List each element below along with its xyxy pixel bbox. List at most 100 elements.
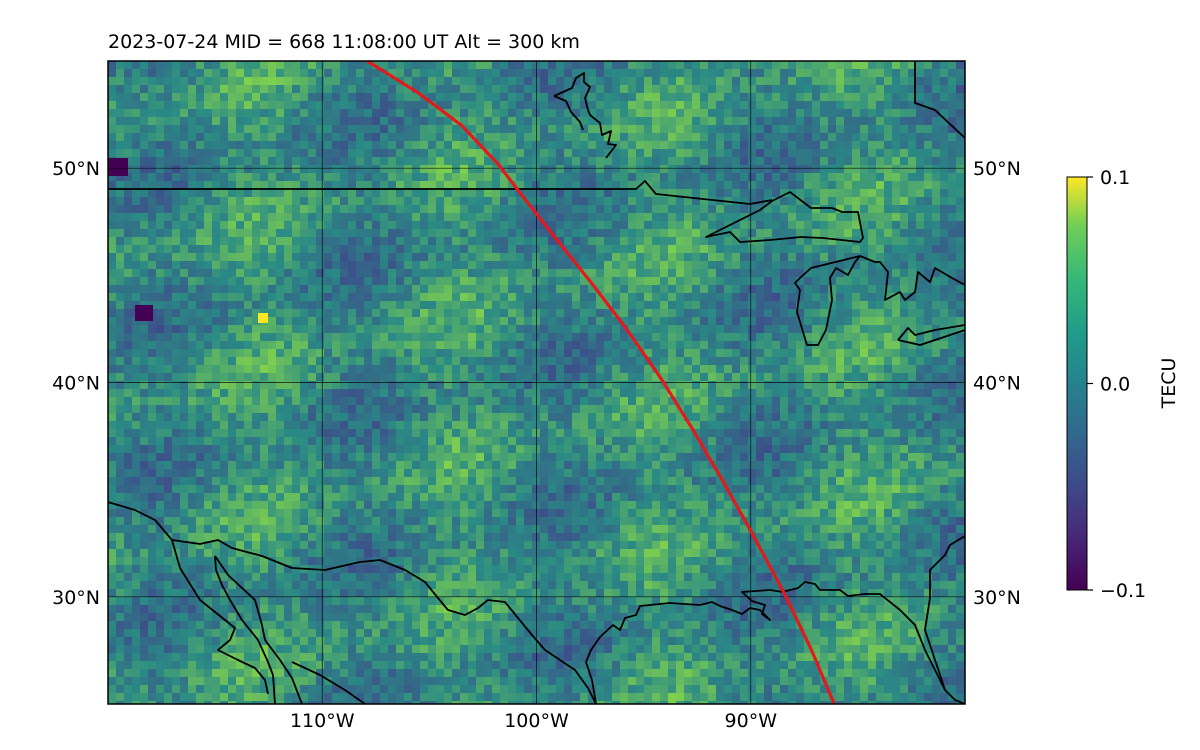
tec-cell [644, 189, 653, 198]
tec-cell [932, 69, 941, 78]
tec-cell [284, 69, 293, 78]
tec-cell [556, 85, 565, 94]
tec-cell [324, 221, 333, 230]
tec-cell [476, 349, 485, 358]
tec-cell [676, 141, 685, 150]
tec-cell [892, 253, 901, 262]
tec-cell [348, 125, 357, 134]
tec-cell [204, 333, 213, 342]
tec-cell [916, 173, 925, 182]
tec-cell [492, 381, 501, 390]
tec-cell [700, 309, 709, 318]
tec-cell [212, 181, 221, 190]
tec-cell [332, 341, 341, 350]
tec-cell [292, 405, 301, 414]
tec-cell [428, 133, 437, 142]
tec-cell [860, 197, 869, 206]
tec-cell [124, 197, 133, 206]
tec-cell [940, 213, 949, 222]
tec-cell [956, 333, 965, 342]
tec-cell [948, 85, 957, 94]
tec-cell [924, 197, 933, 206]
tec-cell [300, 349, 309, 358]
tec-cell [876, 261, 885, 270]
tec-cell [340, 125, 349, 134]
tec-cell [700, 317, 709, 326]
tec-cell [940, 165, 949, 174]
tec-cell [244, 181, 253, 190]
tec-cell [332, 365, 341, 374]
tec-cell [292, 245, 301, 254]
tec-cell [812, 165, 821, 174]
tec-cell [396, 85, 405, 94]
tec-cell [676, 213, 685, 222]
tec-cell [796, 77, 805, 86]
tec-cell [316, 141, 325, 150]
tec-cell [188, 189, 197, 198]
tec-cell [676, 85, 685, 94]
tec-cell [316, 341, 325, 350]
tec-cell [308, 157, 317, 166]
tec-cell [524, 333, 533, 342]
tec-cell [164, 125, 173, 134]
tec-cell [828, 333, 837, 342]
tec-cell [564, 77, 573, 86]
tec-cell [196, 293, 205, 302]
tec-cell [284, 253, 293, 262]
tec-cell [468, 245, 477, 254]
tec-cell [452, 77, 461, 86]
tec-cell [620, 237, 629, 246]
tec-cell [156, 125, 165, 134]
tec-cell [780, 117, 789, 126]
tec-cell [436, 253, 445, 262]
tec-cell [188, 421, 197, 430]
tec-cell [324, 77, 333, 86]
tec-cell [836, 285, 845, 294]
tec-cell [324, 277, 333, 286]
tec-cell [772, 133, 781, 142]
tec-cell [772, 277, 781, 286]
tec-cell [660, 237, 669, 246]
tec-cell [244, 373, 253, 382]
tec-cell [812, 333, 821, 342]
tec-cell [620, 77, 629, 86]
tec-cell [588, 413, 597, 422]
tec-cell [180, 349, 189, 358]
tec-cell [308, 197, 317, 206]
tec-cell [748, 77, 757, 86]
tec-cell [956, 237, 965, 246]
tec-cell [508, 205, 517, 214]
tec-cell [860, 181, 869, 190]
tec-cell [692, 349, 701, 358]
tec-cell [540, 269, 549, 278]
tec-cell [404, 221, 413, 230]
tec-cell [324, 413, 333, 422]
tec-cell [732, 173, 741, 182]
tec-cell [372, 181, 381, 190]
tec-cell [172, 61, 181, 70]
tec-cell [540, 413, 549, 422]
tec-cell [444, 141, 453, 150]
tec-cell [884, 149, 893, 158]
tec-cell [724, 421, 733, 430]
tec-cell [844, 189, 853, 198]
tec-cell [388, 373, 397, 382]
tec-cell [404, 229, 413, 238]
tec-cell [404, 109, 413, 118]
tec-cell [812, 325, 821, 334]
tec-cell [236, 101, 245, 110]
tec-cell [324, 245, 333, 254]
tec-cell [932, 269, 941, 278]
tec-cell [716, 277, 725, 286]
tec-cell [404, 77, 413, 86]
tec-cell [940, 221, 949, 230]
tec-cell [252, 93, 261, 102]
tec-cell [428, 261, 437, 270]
tec-cell [268, 317, 277, 326]
tec-cell [260, 333, 269, 342]
tec-cell [652, 213, 661, 222]
tec-cell [852, 325, 861, 334]
tec-cell [900, 237, 909, 246]
tec-cell [268, 93, 277, 102]
tec-cell [884, 77, 893, 86]
